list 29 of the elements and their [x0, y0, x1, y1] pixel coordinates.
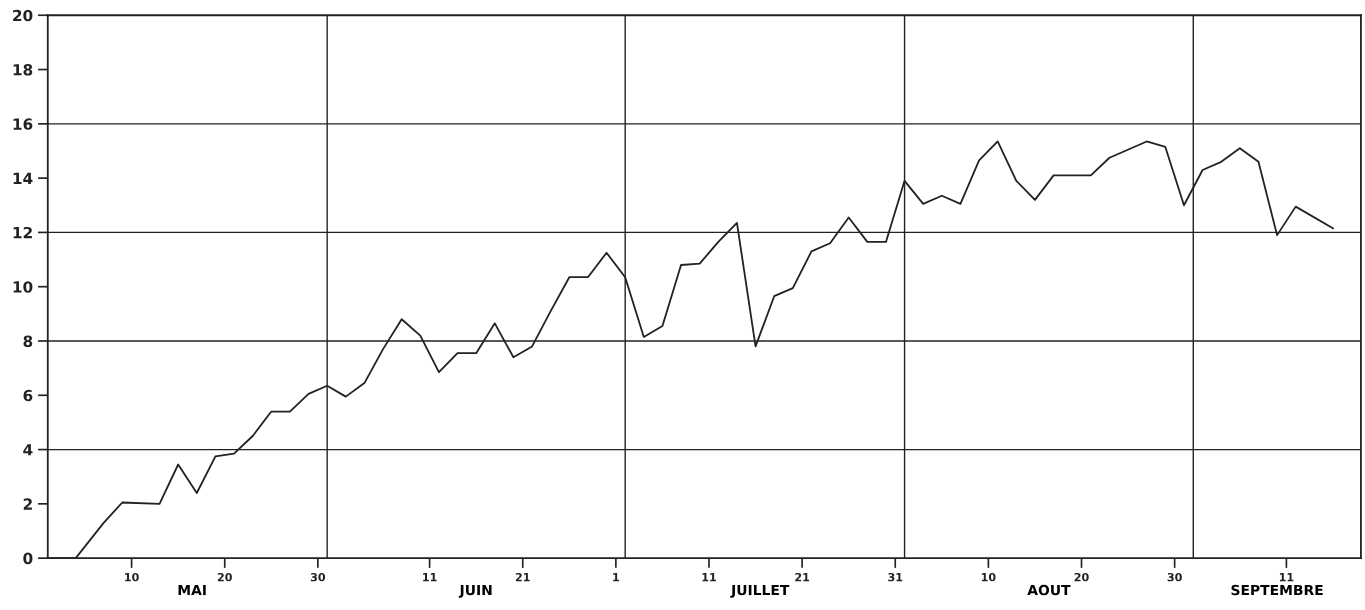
y-tick-label: 18 [13, 64, 33, 76]
y-tick-label: 14 [13, 172, 33, 184]
y-tick-label: 12 [13, 226, 32, 239]
x-tick-label: 30 [1167, 572, 1182, 582]
y-tick-label: 10 [13, 281, 33, 293]
text: JUILLET [730, 584, 790, 598]
x-tick-label: 21 [795, 572, 810, 582]
y-tick-label: 8 [23, 335, 33, 348]
x-tick-label: 11 [702, 573, 716, 582]
x-tick-label: 11 [423, 573, 437, 582]
y-tick-label: 4 [23, 444, 33, 456]
y-tick-label: 2 [23, 498, 32, 510]
text: MAI [178, 584, 206, 596]
x-tick-label: 30 [310, 572, 326, 582]
x-tick-label: 21 [515, 572, 530, 582]
y-tick-label: 16 [13, 118, 33, 130]
y-tick-label: 20 [13, 9, 33, 22]
x-tick-label: 20 [217, 572, 232, 582]
x-tick-label: 10 [125, 572, 139, 582]
y-tick-label: 6 [23, 389, 33, 402]
x-tick-label: 31 [888, 572, 903, 582]
x-tick-label: 10 [981, 572, 996, 582]
x-tick-label: 20 [1074, 572, 1089, 582]
text: JUIN [458, 584, 492, 598]
text: AOUT [1027, 584, 1071, 596]
x-tick-label: 11 [1279, 573, 1294, 582]
text: SEPTEMBRE [1231, 584, 1323, 596]
y-tick-label: 0 [23, 552, 33, 565]
x-tick-label: 1 [613, 573, 619, 582]
